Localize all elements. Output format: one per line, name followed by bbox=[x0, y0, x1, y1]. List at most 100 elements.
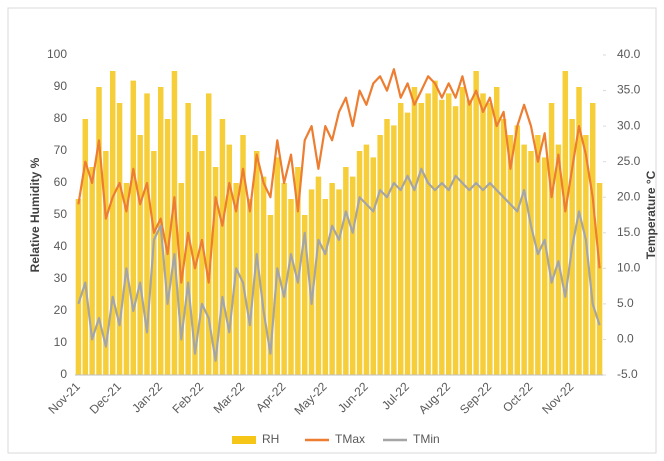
bar bbox=[500, 119, 507, 375]
bar bbox=[281, 183, 287, 375]
bar bbox=[377, 135, 383, 375]
y-tick-label: 0 bbox=[60, 367, 67, 381]
bar bbox=[487, 103, 493, 375]
y2-axis-title: Temperature °C bbox=[644, 170, 658, 259]
bar bbox=[548, 103, 555, 375]
bar bbox=[425, 93, 431, 376]
bar bbox=[459, 87, 466, 375]
y-tick-label: 100 bbox=[47, 47, 67, 61]
bar bbox=[123, 183, 130, 375]
bar bbox=[370, 157, 377, 375]
bar bbox=[404, 112, 411, 375]
y2-tick-label: -5.0 bbox=[617, 367, 638, 381]
bar bbox=[192, 135, 198, 375]
legend-label: TMin bbox=[413, 432, 440, 446]
y-tick-label: 90 bbox=[54, 79, 68, 93]
bar bbox=[329, 183, 335, 375]
bar bbox=[528, 151, 534, 375]
bar bbox=[507, 135, 514, 375]
bar bbox=[171, 71, 178, 375]
y2-tick-label: 5.0 bbox=[617, 296, 634, 310]
legend-label: RH bbox=[262, 432, 279, 446]
bar bbox=[480, 93, 486, 376]
bar bbox=[295, 167, 301, 375]
y2-tick-label: 30.0 bbox=[617, 118, 641, 132]
bar bbox=[349, 176, 356, 375]
bar bbox=[144, 93, 150, 376]
bar bbox=[336, 189, 342, 375]
y-tick-label: 10 bbox=[54, 335, 68, 349]
y2-tick-label: 35.0 bbox=[617, 83, 641, 97]
bar bbox=[521, 144, 527, 375]
line-series bbox=[77, 68, 601, 284]
bar bbox=[343, 167, 349, 375]
bar bbox=[589, 103, 596, 375]
bar bbox=[397, 103, 404, 375]
bar bbox=[439, 99, 445, 376]
bar bbox=[96, 87, 102, 375]
bar bbox=[493, 87, 500, 375]
bar bbox=[562, 71, 569, 375]
bar bbox=[267, 215, 274, 375]
bar bbox=[89, 167, 95, 375]
bar bbox=[260, 176, 267, 375]
bar bbox=[75, 199, 82, 375]
y-tick-label: 30 bbox=[54, 271, 68, 285]
bar bbox=[315, 176, 322, 375]
bar bbox=[199, 151, 205, 375]
y-axis-title: Relative Humidity % bbox=[28, 157, 42, 272]
bar bbox=[116, 103, 123, 375]
y2-tick-label: 25.0 bbox=[617, 154, 641, 168]
bar bbox=[432, 80, 438, 375]
bar bbox=[583, 135, 589, 375]
y-tick-label: 40 bbox=[54, 239, 68, 253]
bar bbox=[137, 135, 143, 375]
bar bbox=[82, 119, 89, 375]
y-tick-label: 50 bbox=[54, 207, 68, 221]
bar bbox=[212, 167, 219, 375]
bar bbox=[288, 199, 294, 375]
y-tick-label: 60 bbox=[54, 175, 68, 189]
bar bbox=[233, 183, 239, 375]
bar bbox=[555, 144, 562, 375]
y-tick-label: 20 bbox=[54, 303, 68, 317]
bar bbox=[541, 157, 548, 375]
legend-label: TMax bbox=[335, 432, 365, 446]
bar bbox=[576, 87, 582, 375]
bar bbox=[418, 103, 425, 375]
bar bbox=[130, 80, 137, 375]
bar bbox=[466, 99, 473, 376]
line-series bbox=[77, 167, 601, 362]
bar bbox=[247, 199, 253, 375]
y-tick-label: 80 bbox=[54, 111, 68, 125]
bar bbox=[391, 125, 397, 376]
y2-tick-label: 15.0 bbox=[617, 225, 641, 239]
bar bbox=[308, 189, 315, 375]
y2-tick-label: 20.0 bbox=[617, 189, 641, 203]
bar bbox=[445, 93, 452, 376]
bar bbox=[322, 199, 329, 375]
y2-tick-label: 0.0 bbox=[617, 332, 634, 346]
y2-tick-label: 40.0 bbox=[617, 47, 641, 61]
bar bbox=[301, 215, 308, 375]
bar bbox=[356, 151, 363, 375]
y-tick-label: 70 bbox=[54, 143, 68, 157]
bar bbox=[151, 151, 157, 375]
bar bbox=[240, 135, 246, 375]
bar bbox=[411, 87, 418, 375]
legend-swatch bbox=[232, 436, 256, 444]
bar bbox=[514, 125, 521, 376]
bar bbox=[109, 71, 116, 375]
bar bbox=[473, 71, 479, 375]
bar bbox=[274, 157, 281, 375]
y2-tick-label: 10.0 bbox=[617, 261, 641, 275]
bar bbox=[219, 119, 226, 375]
bar bbox=[363, 144, 370, 375]
bar bbox=[384, 119, 390, 375]
bar bbox=[226, 144, 233, 375]
bar bbox=[596, 183, 603, 375]
bar bbox=[205, 93, 212, 376]
bar bbox=[452, 106, 459, 375]
bar bbox=[103, 151, 109, 375]
